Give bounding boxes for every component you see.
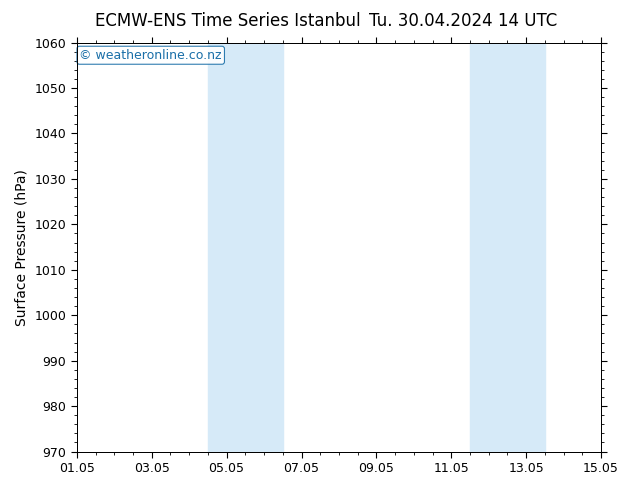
Y-axis label: Surface Pressure (hPa): Surface Pressure (hPa): [15, 169, 29, 325]
Text: © weatheronline.co.nz: © weatheronline.co.nz: [79, 49, 222, 62]
Text: Tu. 30.04.2024 14 UTC: Tu. 30.04.2024 14 UTC: [369, 12, 557, 30]
Bar: [208, 43, 283, 452]
Bar: [470, 43, 545, 452]
Text: ECMW-ENS Time Series Istanbul: ECMW-ENS Time Series Istanbul: [96, 12, 361, 30]
